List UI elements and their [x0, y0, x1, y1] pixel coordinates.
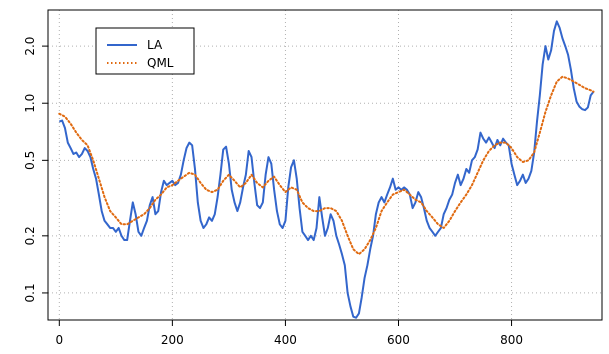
- y-tick-label: 0.2: [23, 226, 37, 245]
- series-line-la: [58, 20, 595, 319]
- series-line-qml: [58, 75, 595, 256]
- legend-label-qml: QML: [147, 56, 174, 70]
- legend-label-la: LA: [147, 38, 163, 52]
- x-tick-label: 0: [55, 333, 63, 347]
- series-layer: [58, 20, 595, 319]
- y-axis: 0.1 0.2 0.5 1.0 2.0: [23, 37, 49, 302]
- y-tick-label: 0.1: [23, 283, 37, 302]
- x-tick-label: 200: [161, 333, 184, 347]
- y-tick-label: 1.0: [23, 94, 37, 113]
- x-tick-label: 600: [387, 333, 410, 347]
- x-tick-label: 800: [500, 333, 523, 347]
- y-tick-label: 0.5: [23, 151, 37, 170]
- legend-box: [95, 27, 195, 75]
- y-tick-label: 2.0: [23, 37, 37, 56]
- x-axis: 0 200 400 600 800: [55, 319, 523, 347]
- legend: LA QML: [95, 27, 195, 75]
- x-tick-label: 400: [274, 333, 297, 347]
